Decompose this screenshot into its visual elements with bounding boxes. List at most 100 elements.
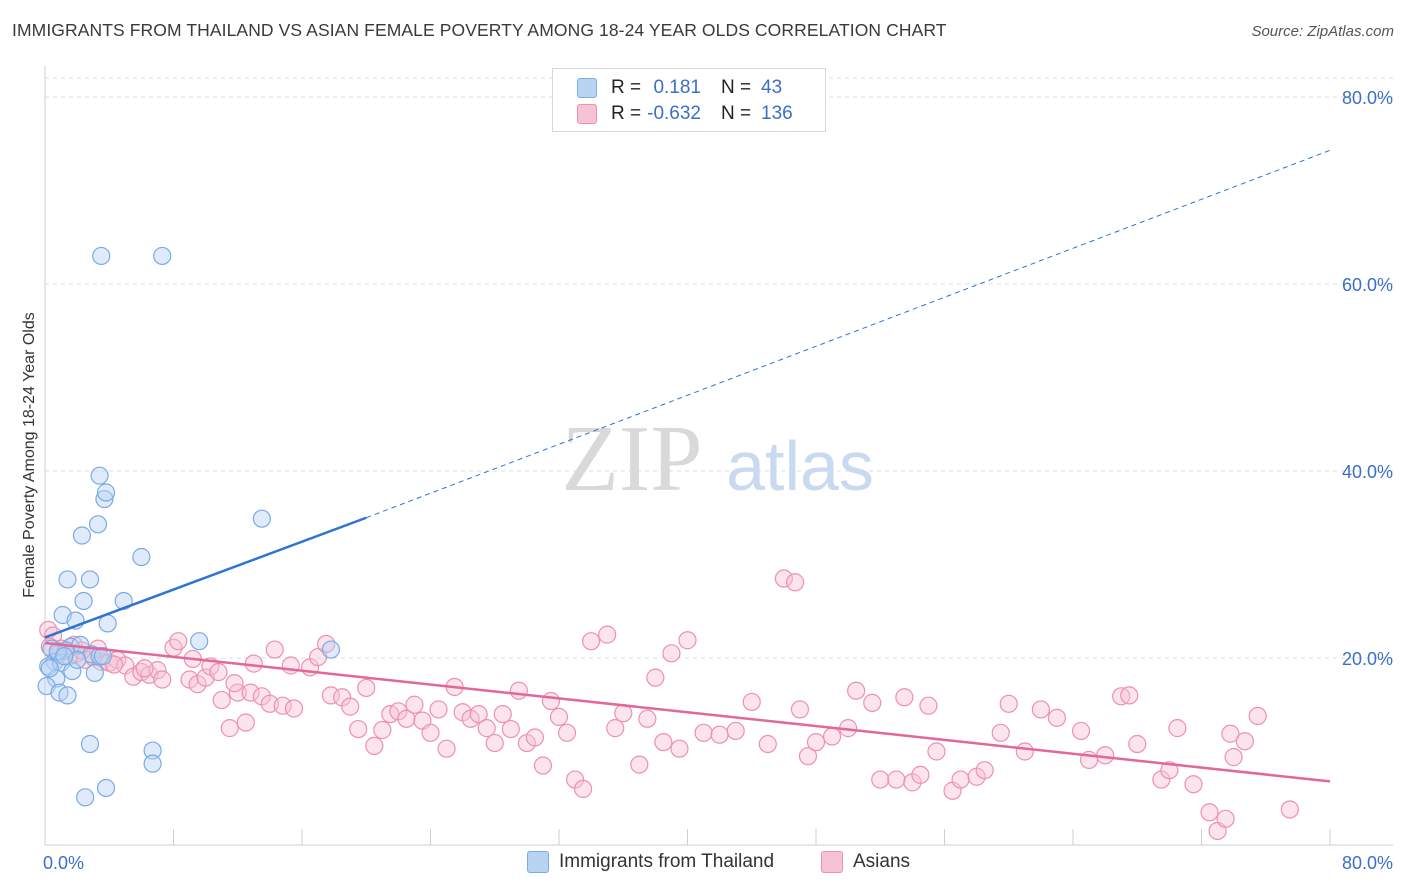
data-point-asians: [786, 573, 805, 592]
data-point-asians: [573, 779, 593, 799]
series-asians-points: [39, 569, 1299, 841]
data-point-asians: [975, 761, 994, 780]
data-point-asians: [662, 644, 681, 663]
data-point-thailand: [90, 466, 109, 485]
data-point-thailand: [74, 591, 93, 611]
data-point-asians: [1015, 742, 1034, 761]
data-point-thailand: [88, 515, 108, 534]
data-point-asians: [895, 688, 914, 707]
data-point-asians: [1280, 800, 1299, 819]
data-point-asians: [493, 704, 512, 724]
source-label: Source: ZipAtlas.com: [1251, 23, 1394, 40]
data-point-asians: [614, 704, 633, 723]
legend-n-value: 136: [761, 103, 793, 124]
data-point-asians: [919, 696, 938, 715]
data-point-asians: [469, 704, 488, 724]
data-point-thailand: [153, 246, 172, 266]
chart-title: IMMIGRANTS FROM THAILAND VS ASIAN FEMALE…: [12, 20, 947, 40]
data-point-asians: [951, 770, 970, 789]
data-point-asians: [630, 755, 649, 774]
data-point-thailand: [47, 669, 66, 688]
grid-lines: [45, 77, 1393, 659]
data-point-thailand: [92, 246, 111, 266]
data-point-asians: [169, 632, 188, 651]
legend-swatch-blue: [577, 78, 597, 98]
data-point-asians: [911, 765, 930, 784]
data-point-asians: [1047, 708, 1067, 727]
data-point-asians: [582, 632, 601, 651]
series-legend: Immigrants from Thailand Asians: [0, 851, 1406, 877]
data-point-asians: [1168, 719, 1187, 738]
data-point-asians: [822, 727, 842, 746]
data-point-thailand: [132, 547, 151, 567]
data-point-asians: [135, 659, 154, 678]
data-point-asians: [790, 700, 810, 719]
correlation-legend: R = 0.181 N = 43 R = -0.632 N = 136: [552, 68, 826, 132]
data-point-thailand: [72, 526, 92, 545]
data-point-asians: [405, 695, 424, 714]
data-point-asians: [549, 707, 569, 727]
data-point-asians: [1200, 803, 1219, 822]
data-point-thailand: [63, 661, 82, 681]
data-point-asians: [477, 719, 496, 738]
data-point-asians: [742, 692, 761, 712]
data-point-asians: [421, 723, 440, 742]
data-point-asians: [281, 656, 300, 675]
data-point-asians: [1224, 748, 1243, 767]
data-point-asians: [485, 733, 504, 753]
legend-item-asians: Asians: [821, 851, 910, 873]
data-point-asians: [1120, 686, 1139, 705]
legend-row-thailand: R = 0.181 N = 43: [577, 76, 782, 100]
y-tick-label: 20.0%: [1342, 649, 1393, 669]
legend-r-label: R =: [611, 77, 642, 98]
data-point-asians: [349, 719, 368, 739]
data-point-asians: [871, 770, 890, 789]
legend-r-value: -0.632: [647, 103, 701, 124]
trendline-thailand-extension: [366, 149, 1331, 519]
data-point-asians: [437, 739, 456, 758]
data-point-asians: [244, 654, 263, 673]
legend-n-value: 43: [761, 77, 783, 98]
data-point-thailand: [252, 509, 271, 528]
data-point-asians: [501, 719, 520, 739]
data-point-asians: [1096, 746, 1115, 765]
data-point-asians: [525, 728, 545, 747]
data-point-asians: [1031, 700, 1050, 719]
data-point-thailand: [143, 754, 162, 773]
data-point-asians: [606, 719, 625, 738]
data-point-asians: [774, 569, 793, 588]
y-tick-label: 40.0%: [1342, 462, 1393, 482]
data-point-asians: [1235, 732, 1254, 751]
data-point-asians: [598, 625, 617, 644]
data-point-thailand: [85, 663, 104, 683]
data-point-asians: [365, 736, 384, 755]
legend-r-label: R =: [611, 103, 642, 124]
data-point-asians: [357, 678, 376, 698]
legend-n-label: N =: [721, 103, 752, 124]
data-point-asians: [999, 694, 1018, 713]
data-point-asians: [209, 662, 228, 682]
data-point-asians: [225, 674, 244, 693]
watermark-atlas: atlas: [726, 427, 874, 505]
data-point-asians: [806, 733, 826, 752]
data-point-thailand: [80, 570, 100, 589]
data-point-asians: [798, 747, 818, 766]
data-point-asians: [1071, 721, 1091, 741]
trend-lines: [44, 149, 1331, 783]
trendline-thailand: [44, 516, 367, 639]
data-point-asians: [220, 719, 239, 738]
legend-label-thailand: Immigrants from Thailand: [559, 851, 775, 872]
data-point-asians: [557, 723, 577, 742]
data-point-asians: [265, 640, 284, 659]
data-point-asians: [397, 709, 416, 728]
legend-r-value: 0.181: [653, 77, 701, 98]
legend-swatch-pink: [577, 104, 597, 124]
axes: [44, 66, 1393, 846]
data-point-asians: [887, 770, 906, 789]
data-point-thailand: [55, 647, 74, 666]
data-point-thailand: [96, 778, 116, 798]
data-point-thailand: [96, 483, 116, 502]
data-point-thailand: [190, 632, 209, 651]
data-point-asians: [153, 670, 172, 689]
data-point-asians: [212, 690, 231, 710]
